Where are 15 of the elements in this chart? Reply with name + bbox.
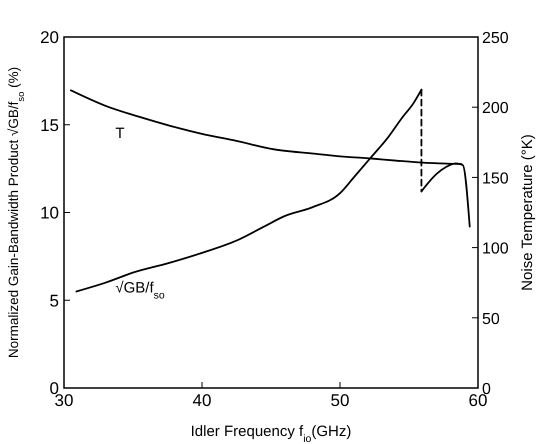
- y2-tick-label: 50: [482, 310, 500, 328]
- y-tick-label: 15: [40, 116, 59, 135]
- x-tick-label: 40: [192, 391, 212, 410]
- y2-tick-label: 100: [482, 240, 509, 258]
- series-label: T: [115, 124, 125, 142]
- y-tick-label: 10: [40, 204, 59, 222]
- y-tick-label: 5: [50, 291, 59, 310]
- x-tick-label: 50: [330, 391, 350, 410]
- x-axis-title: Idler Frequency f$_{io}$(GHz): [190, 423, 352, 444]
- series-label: √GB/f$_{so}$: [115, 280, 165, 302]
- y2-tick-label: 150: [482, 170, 509, 188]
- y-tick-label: 20: [40, 28, 59, 47]
- y2-axis-title: Noise Temperature (°K): [519, 134, 536, 291]
- y2-tick-label: 200: [482, 100, 509, 118]
- y2-tick-label: 250: [482, 30, 509, 47]
